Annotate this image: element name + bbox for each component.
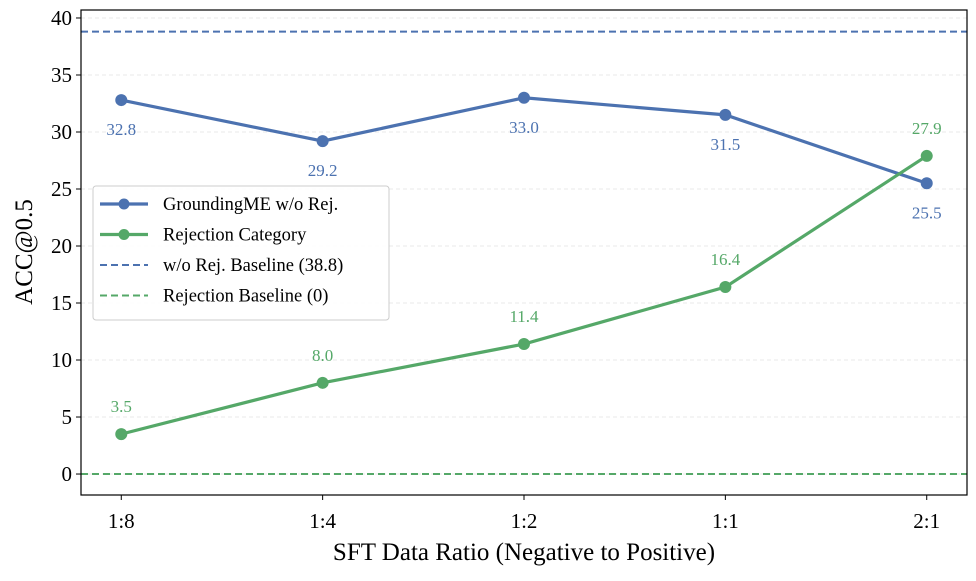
series-1: 3.5 8.0 11.4 16.4 27.9 (111, 119, 942, 441)
x-tick-label: 1:2 (511, 509, 538, 533)
y-tick-label: 30 (51, 120, 72, 144)
data-label: 33.0 (509, 118, 539, 137)
data-point (115, 94, 128, 107)
data-point (920, 149, 933, 162)
x-axis: 1:8 1:4 1:2 1:1 2:1 (108, 495, 940, 533)
legend-label: Rejection Category (163, 226, 307, 246)
data-point (719, 281, 732, 294)
y-axis: 0 5 10 15 20 25 30 35 40 (51, 6, 81, 486)
y-tick-label: 0 (62, 462, 73, 486)
data-label: 11.4 (509, 307, 539, 326)
data-point (920, 177, 933, 190)
data-point (719, 108, 732, 121)
data-label: 29.2 (308, 161, 338, 180)
data-label: 27.9 (912, 119, 942, 138)
data-label: 16.4 (710, 250, 740, 269)
legend-label: w/o Rej. Baseline (38.8) (163, 256, 343, 276)
data-label: 25.5 (912, 203, 942, 222)
data-label: 3.5 (111, 397, 132, 416)
y-tick-label: 40 (51, 6, 72, 30)
data-point (316, 376, 329, 389)
x-tick-label: 1:1 (712, 509, 739, 533)
series-line (120, 96, 928, 185)
data-point (115, 428, 128, 441)
legend-marker (118, 198, 130, 210)
data-label: 8.0 (312, 346, 333, 365)
series-0: 32.8 29.2 33.0 31.5 25.5 (106, 91, 942, 222)
y-tick-label: 25 (51, 177, 72, 201)
x-axis-label: SFT Data Ratio (Negative to Positive) (333, 539, 715, 566)
y-tick-label: 5 (62, 405, 73, 429)
legend-label: GroundingME w/o Rej. (163, 195, 338, 215)
y-axis-label: ACC@0.5 (11, 199, 38, 305)
baselines (81, 30, 967, 476)
x-tick-label: 2:1 (913, 509, 940, 533)
data-point (518, 91, 530, 104)
legend-box (92, 185, 390, 321)
legend-marker (118, 229, 130, 240)
y-tick-label: 10 (51, 348, 72, 372)
legend-label: Rejection Baseline (0) (163, 287, 328, 307)
y-tick-label: 20 (51, 234, 72, 258)
data-point (518, 338, 530, 351)
series: 32.8 29.2 33.0 31.5 25.5 3.5 8.0 11.4 16.4 27.9 (106, 91, 942, 441)
data-label: 31.5 (710, 135, 740, 154)
legend: GroundingME w/o Rej. Rejection Category w/… (92, 185, 390, 321)
data-point (316, 135, 329, 148)
y-tick-label: 35 (51, 63, 72, 87)
x-tick-label: 1:8 (108, 509, 135, 533)
y-tick-label: 15 (51, 291, 72, 315)
data-label: 32.8 (106, 120, 136, 139)
x-tick-label: 1:4 (309, 509, 336, 533)
